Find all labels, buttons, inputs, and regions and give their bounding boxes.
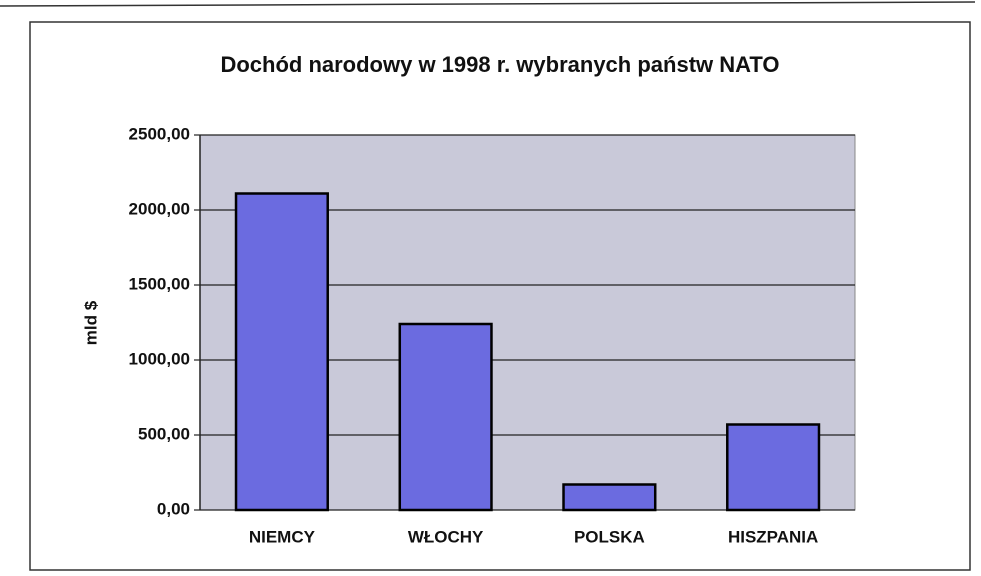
y-tick-label: 2500,00	[129, 124, 190, 143]
bar	[726, 423, 821, 512]
bar	[234, 192, 329, 512]
x-tick-label: HISZPANIA	[728, 527, 818, 546]
x-tick-label: NIEMCY	[249, 527, 316, 546]
x-tick-label: WŁOCHY	[408, 527, 484, 546]
bar	[562, 483, 657, 512]
y-tick-label: 500,00	[138, 424, 190, 443]
x-tick-label: POLSKA	[574, 527, 645, 546]
y-tick-label: 1500,00	[129, 274, 190, 293]
bar	[398, 322, 493, 512]
y-axis-label: mld $	[81, 300, 100, 345]
chart-title: Dochód narodowy w 1998 r. wybranych pańs…	[220, 52, 779, 77]
y-tick-label: 2000,00	[129, 199, 190, 218]
top-frame	[0, 1, 976, 7]
y-tick-label: 1000,00	[129, 349, 190, 368]
y-tick-label: 0,00	[157, 499, 190, 518]
